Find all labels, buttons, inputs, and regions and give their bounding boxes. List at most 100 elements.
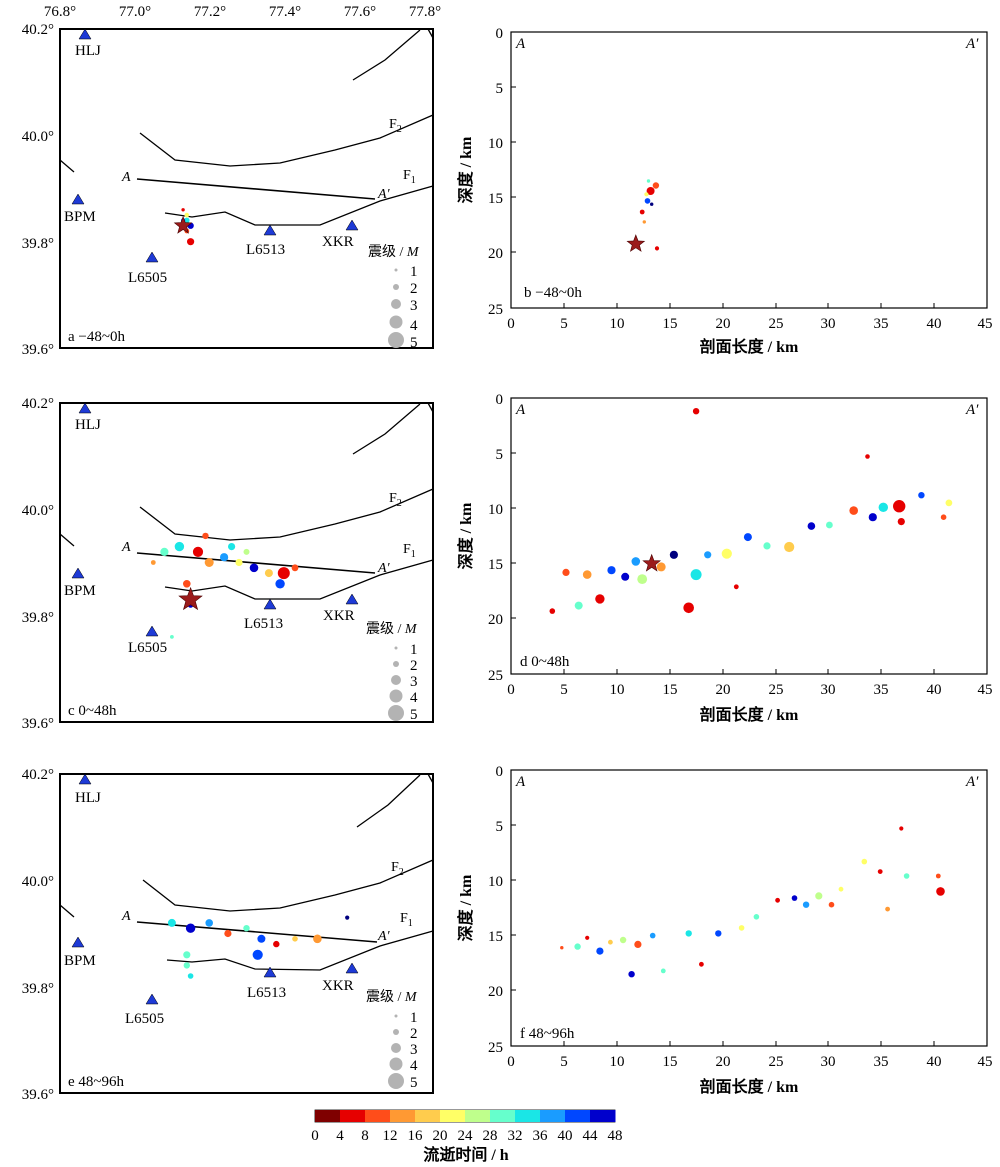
event-point: [619, 936, 627, 944]
section-frame: [510, 397, 988, 675]
mag-legend-label: 2: [410, 281, 418, 297]
fault-label-f1: F1: [403, 542, 416, 560]
lon-tick-label: 77.6°: [344, 4, 376, 20]
event-point: [646, 187, 655, 195]
x-tick-label: 35: [874, 1054, 889, 1070]
lon-tick-label: 76.8°: [44, 4, 76, 20]
mag-legend-label: 4: [410, 318, 418, 334]
station-icon: [71, 567, 85, 579]
lat-tick-label: 40.0°: [22, 874, 54, 890]
x-tick-label: 35: [874, 682, 889, 698]
station-icon: [263, 224, 277, 236]
colorbar-tick-label: 40: [558, 1128, 573, 1144]
mag-legend-label: 4: [410, 690, 418, 706]
map-frame: [59, 402, 434, 723]
mag-legend-circle: [394, 268, 398, 272]
panel-label-a: a −48~0h: [68, 329, 125, 345]
mag-legend-circle: [391, 1043, 401, 1053]
event-point: [291, 564, 299, 572]
event-point: [865, 454, 870, 459]
event-point: [202, 532, 209, 540]
x-tick-label: 40: [927, 1054, 942, 1070]
profile-end-label: A′: [377, 929, 391, 944]
event-point: [264, 569, 273, 578]
mag-legend-circle: [388, 1073, 404, 1089]
profile-start-label: A: [121, 170, 131, 185]
mag-legend-label: 4: [410, 1058, 418, 1074]
fault-label-f1: F1: [400, 911, 413, 929]
event-point: [650, 202, 654, 206]
x-tick-label: 20: [716, 1054, 731, 1070]
colorbar-tick-label: 20: [433, 1128, 448, 1144]
x-tick-label: 10: [610, 316, 625, 332]
x-tick-label: 25: [769, 1054, 784, 1070]
colorbar-swatch: [315, 1110, 341, 1122]
colorbar-tick-label: 24: [458, 1128, 474, 1144]
fault-line-east: [427, 773, 434, 784]
section-frame: [510, 769, 988, 1047]
x-tick-label: 40: [927, 682, 942, 698]
fault-label-f2: F2: [389, 117, 402, 135]
event-point: [885, 906, 890, 912]
mag-legend-circle: [393, 1029, 399, 1035]
event-point: [220, 553, 229, 562]
event-point: [574, 601, 583, 610]
event-point: [639, 209, 645, 215]
colorbar-tick-label: 8: [361, 1128, 369, 1144]
lat-tick-label: 39.6°: [22, 1087, 54, 1103]
event-point: [784, 541, 795, 553]
profile-line: [136, 921, 378, 943]
colorbar: 0 4 8 12 16 20 24 28 32 36 40 44 48 流逝时间 / h: [311, 1109, 623, 1164]
section-panel-b: 0 5 10 15 20 25 30 35 40 45 0 5 10 15 20…: [456, 26, 993, 356]
mainshock-star: [173, 215, 193, 234]
section-panel-f: 0 5 10 15 20 25 30 35 40 45 0 5 10 15 20…: [456, 764, 993, 1096]
event-point: [753, 914, 760, 920]
map-events-a: [173, 208, 195, 246]
station-label: HLJ: [75, 417, 101, 433]
event-point: [192, 546, 204, 557]
fault-line-east: [427, 28, 434, 39]
mag-legend-circle: [391, 675, 401, 685]
y-tick-label: 25: [488, 1040, 503, 1056]
colorbar-swatch: [490, 1110, 516, 1122]
magnitude-legend-title: 震级 / M: [366, 989, 418, 1005]
event-point: [174, 541, 185, 552]
event-point: [608, 939, 613, 945]
x-tick-label: 35: [874, 316, 889, 332]
lon-tick-label: 77.0°: [119, 4, 151, 20]
profile-end-label: A′: [377, 187, 391, 202]
mag-legend-circle: [393, 661, 399, 667]
colorbar-title: 流逝时间 / h: [423, 1145, 508, 1164]
station-label: L6513: [246, 242, 285, 258]
station-icon: [78, 28, 92, 40]
corner-label-a: A: [515, 402, 526, 418]
event-point: [595, 594, 605, 604]
corner-label-a-prime: A′: [965, 402, 979, 418]
event-point: [249, 563, 259, 573]
lat-tick-label: 39.8°: [22, 610, 54, 626]
event-point: [160, 547, 169, 556]
fault-line-west: [59, 159, 75, 173]
y-tick-label: 15: [488, 557, 503, 573]
x-tick-label: 45: [978, 1054, 993, 1070]
station-label: HLJ: [75, 43, 101, 59]
profile-end-label: A′: [377, 561, 391, 576]
x-tick-label: 5: [560, 682, 568, 698]
y-tick-label: 15: [488, 929, 503, 945]
event-point: [205, 919, 213, 927]
station-icon: [71, 936, 85, 948]
colorbar-swatch: [415, 1110, 441, 1122]
event-point: [637, 574, 648, 584]
event-point: [560, 946, 564, 950]
event-point: [228, 543, 236, 551]
fault-lines: [59, 28, 434, 226]
mag-legend-circle: [388, 332, 404, 348]
event-point: [187, 973, 194, 979]
event-point: [275, 579, 285, 589]
event-point: [838, 886, 844, 892]
colorbar-swatch: [540, 1110, 566, 1122]
event-point: [733, 584, 739, 590]
fault-label-f1: F1: [403, 168, 416, 186]
colorbar-swatch: [365, 1110, 391, 1122]
